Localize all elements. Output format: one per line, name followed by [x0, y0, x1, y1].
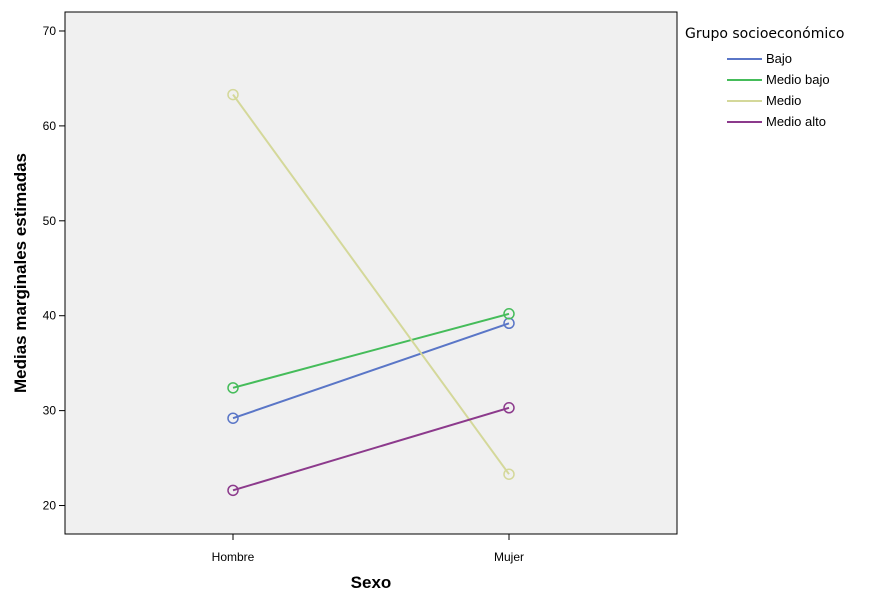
legend-title: Grupo socioeconómico: [685, 26, 845, 42]
legend-label-medio-bajo: Medio bajo: [766, 72, 830, 87]
y-tick-label: 60: [43, 119, 57, 133]
y-tick-label: 20: [43, 499, 57, 513]
series-layer: [227, 88, 515, 497]
y-axis-title: Medias marginales estimadas: [11, 153, 30, 393]
data-point-medio: [227, 88, 239, 101]
y-axis: 20 30 40 50 60 70: [43, 24, 65, 513]
legend-label-medio: Medio: [766, 93, 801, 108]
y-tick-label: 40: [43, 309, 57, 323]
legend-label-bajo: Bajo: [766, 51, 792, 66]
plot-area: [64, 11, 678, 535]
data-point-medio-alto: [227, 484, 239, 497]
x-tick-label: Mujer: [494, 550, 524, 564]
legend-label-medio-alto: Medio alto: [766, 114, 826, 129]
data-point-medio-alto: [503, 402, 515, 414]
series-line-medio: [232, 93, 510, 475]
data-point-bajo: [227, 412, 239, 424]
legend: Grupo socioeconómico Bajo Medio bajo Medio…: [685, 26, 845, 129]
y-tick-label: 30: [43, 404, 57, 418]
series-line-medio-bajo: [232, 312, 510, 389]
y-tick-label: 50: [43, 214, 57, 228]
y-tick-label: 70: [43, 24, 57, 38]
data-point-medio-bajo: [503, 308, 515, 320]
data-point-medio-bajo: [227, 382, 239, 394]
series-line-bajo: [232, 322, 510, 420]
x-axis: Hombre Mujer: [212, 534, 524, 564]
x-axis-title: Sexo: [351, 573, 392, 592]
data-point-medio: [503, 468, 515, 480]
x-tick-label: Hombre: [212, 550, 255, 564]
series-line-medio-alto: [232, 406, 510, 492]
